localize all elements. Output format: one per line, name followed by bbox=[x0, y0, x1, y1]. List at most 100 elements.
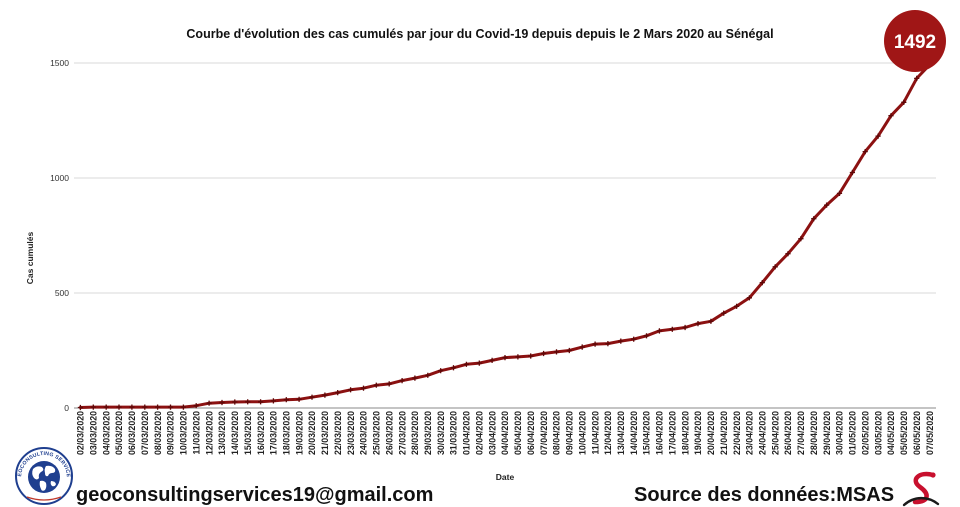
x-tick-label: 02/04/2020 bbox=[474, 411, 484, 455]
x-tick-label: 06/05/2020 bbox=[912, 411, 922, 455]
x-tick-label: 10/03/2020 bbox=[179, 411, 189, 455]
contact-email: geoconsultingservices19@gmail.com bbox=[76, 484, 433, 506]
data-point bbox=[193, 403, 199, 409]
data-point bbox=[875, 133, 881, 139]
x-tick-label: 25/03/2020 bbox=[372, 411, 382, 455]
data-point bbox=[450, 365, 457, 371]
data-point bbox=[708, 318, 714, 324]
data-point bbox=[232, 399, 238, 405]
data-point bbox=[322, 392, 328, 398]
x-tick-label: 09/03/2020 bbox=[166, 411, 176, 455]
data-point bbox=[489, 357, 495, 363]
data-point bbox=[296, 396, 302, 402]
x-tick-label: 24/03/2020 bbox=[359, 411, 369, 455]
x-axis-label: Date bbox=[496, 472, 515, 482]
data-point bbox=[77, 404, 83, 411]
x-tick-label: 20/03/2020 bbox=[307, 411, 317, 455]
data-point bbox=[399, 378, 405, 384]
data-point bbox=[579, 344, 585, 350]
data-point bbox=[425, 372, 431, 378]
data-point bbox=[785, 251, 791, 257]
y-tick-label: 1000 bbox=[50, 173, 69, 183]
x-tick-label: 02/05/2020 bbox=[860, 411, 870, 455]
x-tick-label: 01/04/2020 bbox=[462, 411, 472, 455]
gridlines bbox=[74, 62, 936, 409]
x-tick-label: 08/04/2020 bbox=[552, 411, 562, 455]
x-tick-label: 13/03/2020 bbox=[217, 411, 227, 455]
total-cases-badge: 1492 bbox=[884, 10, 946, 72]
data-point bbox=[849, 169, 855, 176]
badge-value: 1492 bbox=[894, 32, 936, 53]
x-tick-label: 08/03/2020 bbox=[153, 411, 163, 455]
x-tick-label: 23/03/2020 bbox=[346, 411, 356, 455]
x-tick-label: 07/03/2020 bbox=[140, 411, 150, 455]
x-tick-label: 20/04/2020 bbox=[706, 411, 716, 455]
data-point bbox=[258, 399, 264, 405]
x-tick-label: 14/04/2020 bbox=[629, 411, 639, 455]
data-point bbox=[348, 387, 354, 393]
chart-title: Courbe d'évolution des cas cumulés par j… bbox=[186, 27, 773, 41]
x-tick-label: 03/03/2020 bbox=[89, 411, 99, 455]
x-tick-label: 29/03/2020 bbox=[423, 411, 433, 455]
data-point bbox=[206, 400, 212, 406]
x-tick-label: 12/04/2020 bbox=[603, 411, 613, 455]
data-point bbox=[541, 350, 547, 357]
x-tick-label: 04/03/2020 bbox=[101, 411, 111, 455]
data-point bbox=[219, 399, 225, 406]
x-tick-label: 26/03/2020 bbox=[384, 411, 394, 455]
data-point bbox=[335, 390, 341, 396]
x-tick-label: 11/03/2020 bbox=[191, 411, 201, 455]
x-tick-label: 06/03/2020 bbox=[127, 411, 137, 455]
data-point bbox=[631, 336, 637, 342]
x-tick-label: 04/04/2020 bbox=[500, 411, 510, 455]
x-tick-label: 19/03/2020 bbox=[294, 411, 304, 455]
data-point bbox=[373, 382, 379, 388]
y-tick-label: 1500 bbox=[50, 58, 69, 68]
data-point bbox=[888, 113, 894, 119]
x-tick-label: 21/03/2020 bbox=[320, 411, 330, 455]
data-point bbox=[759, 280, 765, 286]
data-point bbox=[386, 381, 392, 387]
data-point bbox=[463, 361, 469, 367]
x-tick-label: 19/04/2020 bbox=[693, 411, 703, 455]
x-tick-label: 26/04/2020 bbox=[783, 411, 793, 455]
x-tick-label: 03/04/2020 bbox=[487, 411, 497, 455]
x-tick-label: 13/04/2020 bbox=[616, 411, 626, 455]
x-tick-label: 17/04/2020 bbox=[667, 411, 677, 455]
x-tick-label: 16/04/2020 bbox=[655, 411, 665, 455]
data-point bbox=[103, 404, 109, 410]
y-tick-label: 500 bbox=[55, 288, 69, 298]
x-tick-label: 27/04/2020 bbox=[796, 411, 806, 455]
data-point bbox=[360, 385, 367, 391]
data-point bbox=[824, 202, 830, 208]
data-point bbox=[515, 354, 521, 360]
data-point bbox=[142, 404, 148, 410]
x-tick-label: 22/03/2020 bbox=[333, 411, 343, 455]
x-tick-label: 06/04/2020 bbox=[526, 411, 536, 455]
axes: 0 500 1000 1500 02/03/2020 03/03/2020 04/03/20… bbox=[50, 58, 935, 455]
data-point bbox=[553, 349, 560, 355]
x-tick-label: 22/04/2020 bbox=[732, 411, 742, 455]
data-point bbox=[528, 353, 534, 359]
x-tick-label: 15/03/2020 bbox=[243, 411, 253, 455]
x-tick-label: 11/04/2020 bbox=[590, 411, 600, 455]
msas-snake-icon bbox=[902, 471, 940, 507]
x-tick-label: 23/04/2020 bbox=[745, 411, 755, 455]
data-point bbox=[502, 355, 508, 361]
x-tick-label: 16/03/2020 bbox=[256, 411, 266, 455]
x-tick-label: 29/04/2020 bbox=[822, 411, 832, 455]
x-tick-label: 31/03/2020 bbox=[449, 411, 459, 455]
x-tick-label: 03/05/2020 bbox=[873, 411, 883, 455]
y-axis-label: Cas cumulés bbox=[25, 232, 35, 285]
data-point bbox=[695, 321, 701, 327]
data-point bbox=[90, 404, 96, 410]
x-tick-label: 07/05/2020 bbox=[925, 411, 935, 455]
x-tick-label: 15/04/2020 bbox=[642, 411, 652, 455]
data-point bbox=[901, 99, 907, 105]
x-tick-label: 28/03/2020 bbox=[410, 411, 420, 455]
x-tick-label: 05/03/2020 bbox=[114, 411, 124, 455]
data-source: Source des données:MSAS bbox=[634, 484, 894, 506]
x-tick-label: 27/03/2020 bbox=[397, 411, 407, 455]
